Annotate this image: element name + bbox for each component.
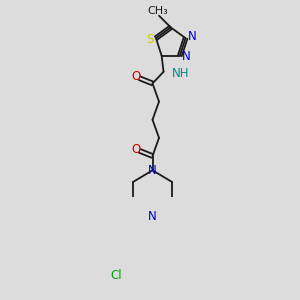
Text: N: N — [188, 30, 196, 44]
Text: N: N — [148, 164, 157, 177]
Text: O: O — [131, 143, 140, 156]
Text: Cl: Cl — [110, 269, 122, 282]
Text: N: N — [182, 50, 191, 63]
Text: N: N — [148, 210, 157, 224]
Text: S: S — [146, 33, 153, 46]
Text: CH₃: CH₃ — [147, 6, 168, 16]
Text: O: O — [131, 70, 140, 83]
Text: NH: NH — [172, 67, 190, 80]
